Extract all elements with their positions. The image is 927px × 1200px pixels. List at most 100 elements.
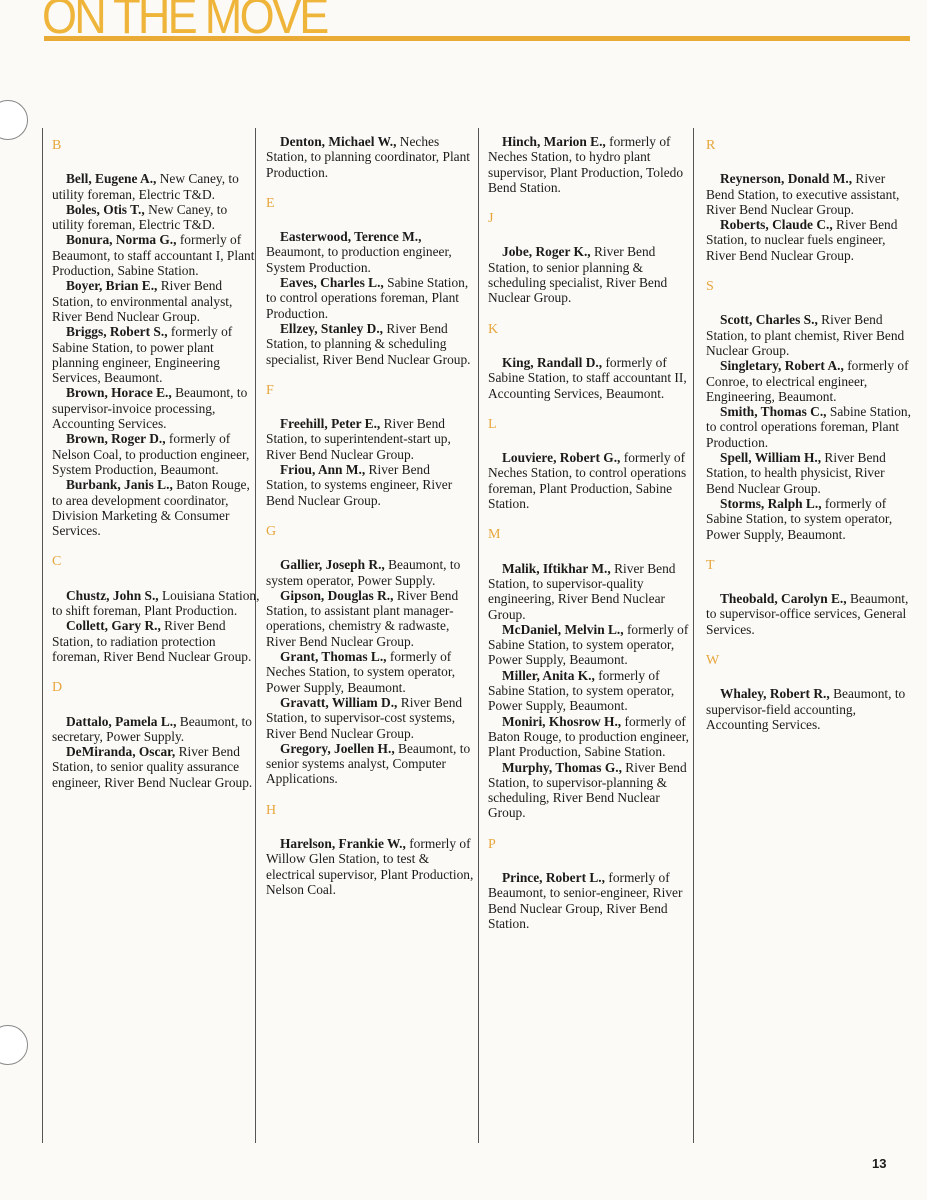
entry-name: Singletary, Robert A.,: [720, 358, 844, 374]
entry-name: Collett, Gary R.,: [66, 618, 161, 634]
column-3: Hinch, Marion E., formerly of Neches Sta…: [488, 134, 696, 947]
entry-name: Burbank, Janis L.,: [66, 477, 173, 493]
entry-text: formerly of Sabine Station, to staff acc…: [488, 354, 687, 401]
entry-text: formerly of Conroe, to electrical engine…: [706, 358, 909, 404]
section: F Freehill, Peter E., River Bend Station,…: [266, 383, 474, 508]
entry: Friou, Ann M., River Bend Station, to sy…: [266, 462, 474, 508]
entry-name: Spell, William H.,: [720, 450, 822, 466]
entry: Denton, Michael W., Neches Station, to p…: [266, 134, 474, 180]
column-divider: [255, 128, 256, 1143]
section-letter: J: [488, 211, 494, 227]
entry: Roberts, Claude C., River Bend Station, …: [706, 217, 914, 263]
section-letter: C: [52, 554, 62, 570]
entry-name: Reynerson, Donald M.,: [720, 171, 853, 187]
entry-text: New Caney, to utility foreman, Electric …: [52, 201, 228, 233]
entry-text: Sabine Station, to control operations fo…: [706, 404, 911, 450]
entry: DeMiranda, Oscar, River Bend Station, to…: [52, 744, 260, 790]
entry: Whaley, Robert R., Beaumont, to supervis…: [706, 686, 914, 732]
entry-name: Brown, Roger D.,: [66, 431, 166, 447]
entry-text: River Bend Station, to health physicist,…: [706, 450, 886, 496]
entry-text: formerly of Beaumont, to senior-engineer…: [488, 869, 683, 931]
entry-text: River Bend Station, to environmental ana…: [52, 278, 233, 324]
entry-name: Prince, Robert L.,: [502, 869, 606, 885]
entry: Gravatt, William D., River Bend Station,…: [266, 695, 474, 741]
entry-name: Bonura, Norma G.,: [66, 232, 177, 248]
entry-text: formerly of Sabine Station, to system op…: [488, 667, 675, 714]
entry-text: formerly of Sabine Station, to system op…: [488, 621, 689, 668]
entry: Prince, Robert L., formerly of Beaumont,…: [488, 870, 696, 931]
section: B Bell, Eugene A., New Caney, to utility …: [52, 138, 260, 538]
entry-name: Eaves, Charles L.,: [280, 275, 384, 291]
entry: Grant, Thomas L., formerly of Neches Sta…: [266, 649, 474, 695]
entry-name: Easterwood, Terence M.,: [280, 229, 422, 245]
entry: Louviere, Robert G., formerly of Neches …: [488, 450, 696, 511]
entry-name: Dattalo, Pamela L.,: [66, 713, 177, 729]
entry-text: formerly of Nelson Coal, to production e…: [52, 431, 250, 477]
entry-text: River Bend Station, to supervisor-planni…: [488, 759, 687, 821]
entry-text: River Bend Station, to systems engineer,…: [266, 462, 453, 508]
entry: Brown, Roger D., formerly of Nelson Coal…: [52, 431, 260, 477]
column-divider: [693, 128, 694, 1143]
column-divider: [42, 128, 43, 1143]
entry: Gipson, Douglas R., River Bend Station, …: [266, 588, 474, 649]
section-letter: W: [706, 653, 720, 669]
entry-name: Freehill, Peter E.,: [280, 416, 381, 432]
entry-text: River Bend Station, to assistant plant m…: [266, 587, 459, 649]
entry: Bonura, Norma G., formerly of Beaumont, …: [52, 232, 260, 278]
entry-name: Bell, Eugene A.,: [66, 171, 157, 187]
entry-text: River Bend Station, to supervisor-cost s…: [266, 694, 463, 741]
entry-name: Boles, Otis T.,: [66, 201, 145, 217]
section-letter: B: [52, 138, 62, 153]
section: D Dattalo, Pamela L., Beaumont, to secret…: [52, 680, 260, 790]
entry-name: Roberts, Claude C.,: [720, 217, 833, 233]
entry-text: River Bend Station, to radiation protect…: [52, 618, 252, 664]
section: E Easterwood, Terence M., Beaumont, to pr…: [266, 196, 474, 367]
entry: Easterwood, Terence M., Beaumont, to pro…: [266, 229, 474, 275]
section-letter: E: [266, 195, 275, 211]
entry-name: Ellzey, Stanley D.,: [280, 320, 384, 336]
binder-hole: [0, 100, 28, 140]
entry-text: formerly of Neches Station, to hydro pla…: [488, 134, 684, 195]
column-divider: [478, 128, 479, 1143]
entry-name: Chustz, John S.,: [66, 587, 159, 603]
entry-name: Moniri, Khosrow H.,: [502, 713, 622, 729]
entry-text: Baton Rouge, to area development coordin…: [52, 477, 250, 539]
entry-name: Hinch, Marion E.,: [502, 134, 606, 149]
section-letter: K: [488, 321, 499, 337]
entry-name: Gregory, Joellen H.,: [280, 740, 395, 756]
entry-name: Briggs, Robert S.,: [66, 324, 168, 340]
entry-text: River Bend Station, to plant chemist, Ri…: [706, 312, 905, 358]
entry: Scott, Charles S., River Bend Station, t…: [706, 312, 914, 358]
section-letter: F: [266, 382, 274, 398]
entry: Smith, Thomas C., Sabine Station, to con…: [706, 404, 914, 450]
entry-name: McDaniel, Melvin L.,: [502, 621, 624, 637]
entry-text: Beaumont, to senior systems analyst, Com…: [266, 740, 471, 787]
entry-text: formerly of Neches Station, to system op…: [266, 649, 456, 695]
entry-text: formerly of Beaumont, to staff accountan…: [52, 232, 255, 279]
section: C Chustz, John S., Louisiana Station, to …: [52, 554, 260, 664]
entry-text: New Caney, to utility foreman, Electric …: [52, 171, 239, 202]
entry-text: River Bend Station, to planning & schedu…: [266, 320, 471, 367]
entry-text: Sabine Station, to control operations fo…: [266, 275, 469, 321]
entry: Murphy, Thomas G., River Bend Station, t…: [488, 760, 696, 821]
entry-text: Neches Station, to planning coordinator,…: [266, 134, 471, 180]
entry: Eaves, Charles L., Sabine Station, to co…: [266, 275, 474, 321]
entry: Chustz, John S., Louisiana Station, to s…: [52, 588, 260, 619]
entry-name: Malik, Iftikhar M.,: [502, 560, 611, 576]
section: S Scott, Charles S., River Bend Station, …: [706, 279, 914, 542]
entry-name: Whaley, Robert R.,: [720, 686, 830, 702]
section: K King, Randall D., formerly of Sabine St…: [488, 322, 696, 401]
entry: Theobald, Carolyn E., Beaumont, to super…: [706, 591, 914, 637]
entry-name: Boyer, Brian E.,: [66, 278, 158, 294]
section-letter: M: [488, 527, 501, 543]
section-letter: R: [706, 138, 716, 153]
entry: King, Randall D., formerly of Sabine Sta…: [488, 355, 696, 401]
entry: Malik, Iftikhar M., River Bend Station, …: [488, 561, 696, 622]
section: Hinch, Marion E., formerly of Neches Sta…: [488, 134, 696, 195]
entry-name: Louviere, Robert G.,: [502, 450, 621, 466]
entry: Gallier, Joseph R., Beaumont, to system …: [266, 557, 474, 588]
binder-hole: [0, 1025, 28, 1065]
entry-text: Beaumont, to supervisor-invoice processi…: [52, 385, 248, 432]
entry-name: Smith, Thomas C.,: [720, 404, 827, 420]
section-letter: P: [488, 836, 496, 852]
